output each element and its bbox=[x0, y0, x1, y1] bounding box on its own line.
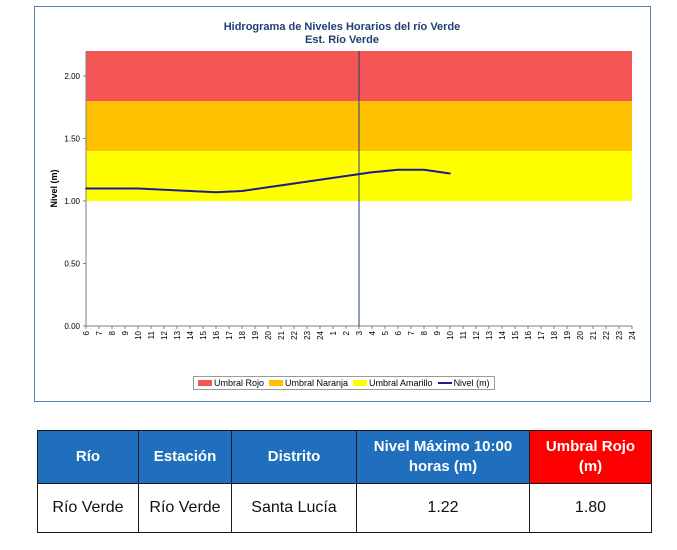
legend-label: Umbral Amarillo bbox=[369, 378, 433, 388]
x-tick-label: 6 bbox=[82, 330, 91, 335]
x-tick-label: 7 bbox=[407, 330, 416, 335]
legend-label: Umbral Rojo bbox=[214, 378, 265, 388]
header-estacion: Estación bbox=[138, 430, 232, 484]
y-tick-label: 1.50 bbox=[64, 135, 80, 144]
x-tick-label: 21 bbox=[589, 330, 598, 339]
x-tick-label: 4 bbox=[368, 330, 377, 335]
x-tick-label: 22 bbox=[602, 330, 611, 339]
data-point bbox=[397, 168, 399, 171]
x-tick-label: 3 bbox=[355, 330, 364, 335]
data-point bbox=[137, 187, 139, 190]
legend-item: Nivel (m) bbox=[437, 378, 490, 388]
hydrograph-chart: Hidrograma de Niveles Horarios del río V… bbox=[49, 21, 637, 340]
x-tick-label: 14 bbox=[186, 330, 195, 339]
x-tick-label: 17 bbox=[225, 330, 234, 339]
x-tick-label: 19 bbox=[251, 330, 260, 339]
x-tick-label: 16 bbox=[524, 330, 533, 339]
data-point bbox=[189, 190, 191, 192]
x-tick-label: 18 bbox=[238, 330, 247, 339]
data-point bbox=[241, 190, 243, 192]
data-point bbox=[293, 182, 295, 185]
x-tick-label: 5 bbox=[381, 330, 390, 335]
x-tick-label: 9 bbox=[433, 330, 442, 335]
x-tick-label: 20 bbox=[576, 330, 585, 339]
x-tick-label: 23 bbox=[303, 330, 312, 339]
x-tick-label: 8 bbox=[420, 330, 429, 335]
x-tick-label: 20 bbox=[264, 330, 273, 339]
data-point bbox=[163, 188, 165, 191]
chart-subtitle: Est. Río Verde bbox=[305, 34, 379, 46]
cell-distrito: Santa Lucía bbox=[231, 483, 357, 533]
x-tick-label: 13 bbox=[485, 330, 494, 339]
legend-label: Nivel (m) bbox=[453, 378, 490, 388]
x-tick-label: 8 bbox=[108, 330, 117, 335]
cell-umbral-rojo: 1.80 bbox=[529, 483, 652, 533]
x-tick-label: 6 bbox=[394, 330, 403, 335]
summary-table: Río Estación Distrito Nivel Máximo 10:00… bbox=[37, 430, 652, 533]
x-tick-label: 9 bbox=[121, 330, 130, 335]
x-tick-label: 23 bbox=[615, 330, 624, 339]
data-point bbox=[111, 187, 113, 190]
x-tick-label: 14 bbox=[498, 330, 507, 339]
legend-swatch bbox=[269, 380, 284, 386]
x-tick-label: 17 bbox=[537, 330, 546, 339]
legend-swatch bbox=[353, 380, 368, 386]
cell-rio: Río Verde bbox=[37, 483, 139, 533]
x-tick-label: 12 bbox=[472, 330, 481, 339]
x-tick-label: 11 bbox=[459, 330, 468, 339]
table-row: Río Verde Río Verde Santa Lucía 1.22 1.8… bbox=[37, 483, 652, 533]
y-tick-label: 0.50 bbox=[64, 260, 80, 269]
x-tick-label: 15 bbox=[199, 330, 208, 339]
x-tick-label: 11 bbox=[147, 330, 156, 339]
x-tick-label: 24 bbox=[628, 330, 637, 339]
cell-estacion: Río Verde bbox=[138, 483, 232, 533]
y-tick-label: 1.00 bbox=[64, 197, 80, 206]
header-distrito: Distrito bbox=[231, 430, 357, 484]
legend-item: Umbral Rojo bbox=[198, 378, 264, 388]
header-umbral-rojo: Umbral Rojo (m) bbox=[529, 430, 652, 484]
legend-item: Umbral Amarillo bbox=[353, 378, 433, 388]
x-tick-label: 10 bbox=[446, 330, 455, 339]
x-tick-label: 12 bbox=[160, 330, 169, 339]
chart-title: Hidrograma de Niveles Horarios del río V… bbox=[224, 21, 461, 33]
header-rio: Río bbox=[37, 430, 139, 484]
x-tick-label: 10 bbox=[134, 330, 143, 339]
y-axis-label: Nivel (m) bbox=[49, 169, 59, 207]
data-point bbox=[319, 178, 321, 181]
header-nivel-maximo: Nivel Máximo 10:00 horas (m) bbox=[356, 430, 530, 484]
data-point bbox=[345, 175, 347, 177]
data-point bbox=[449, 172, 451, 175]
legend-swatch bbox=[437, 382, 452, 384]
y-tick-label: 0.00 bbox=[64, 322, 80, 331]
x-tick-label: 24 bbox=[316, 330, 325, 339]
x-tick-label: 22 bbox=[290, 330, 299, 339]
x-tick-label: 1 bbox=[329, 330, 338, 335]
legend-label: Umbral Naranja bbox=[285, 378, 349, 388]
chart-legend: Umbral Rojo Umbral Naranja Umbral Amarillo… bbox=[193, 376, 495, 390]
x-tick-label: 18 bbox=[550, 330, 559, 339]
data-point bbox=[423, 168, 425, 171]
data-point bbox=[215, 191, 217, 194]
x-tick-label: 7 bbox=[95, 330, 104, 335]
chart-panel: Hidrograma de Niveles Horarios del río V… bbox=[34, 6, 651, 402]
cell-nivel-maximo: 1.22 bbox=[356, 483, 530, 533]
x-tick-label: 15 bbox=[511, 330, 520, 339]
x-tick-label: 19 bbox=[563, 330, 572, 339]
y-tick-label: 2.00 bbox=[64, 72, 80, 81]
legend-item: Umbral Naranja bbox=[269, 378, 348, 388]
table-header-row: Río Estación Distrito Nivel Máximo 10:00… bbox=[37, 430, 652, 484]
x-tick-label: 13 bbox=[173, 330, 182, 339]
legend-swatch bbox=[198, 380, 212, 386]
x-tick-label: 2 bbox=[342, 330, 351, 335]
data-point bbox=[267, 186, 269, 189]
x-tick-label: 16 bbox=[212, 330, 221, 339]
data-point bbox=[85, 187, 87, 190]
x-tick-label: 21 bbox=[277, 330, 286, 339]
data-point bbox=[371, 171, 373, 174]
